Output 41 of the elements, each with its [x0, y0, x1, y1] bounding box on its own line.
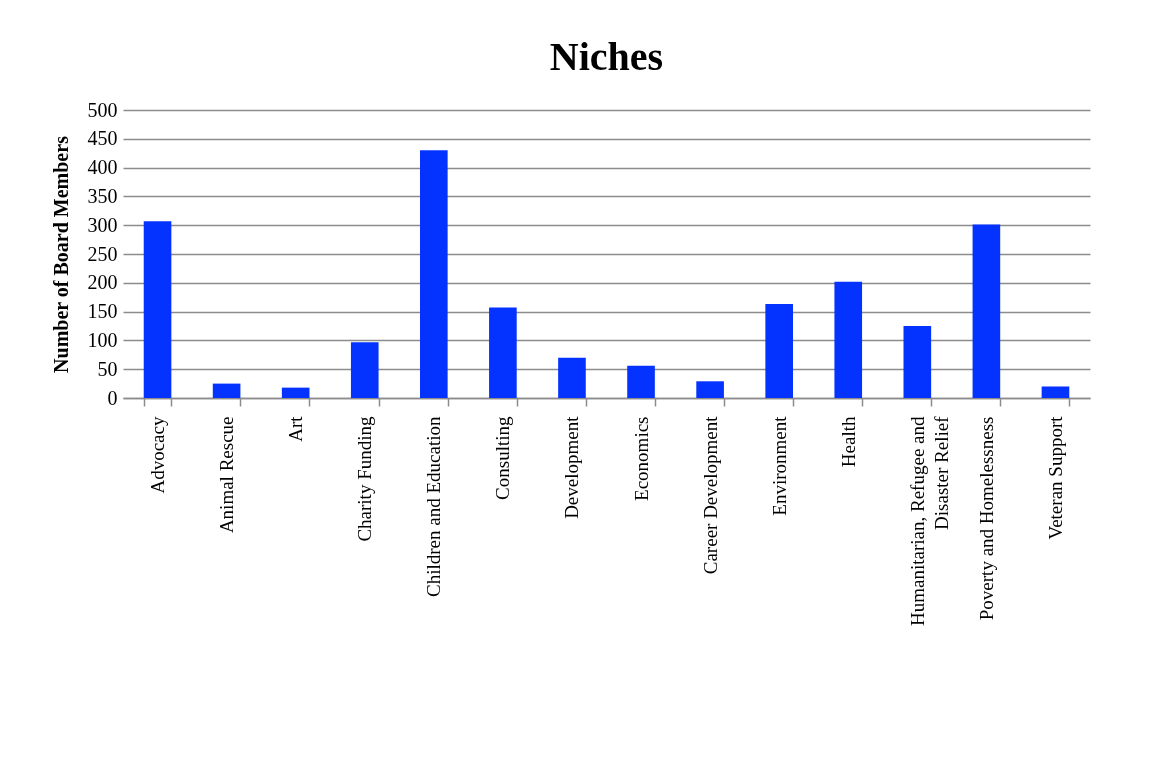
y-tick-label: 300	[87, 213, 118, 236]
y-tick-label: 0	[107, 386, 118, 409]
x-tick-label: Children and Education	[423, 416, 445, 597]
y-axis-title: Number of Board Members	[49, 135, 72, 373]
y-tick-label: 450	[87, 127, 118, 150]
x-tick-label: Charity Funding	[354, 416, 376, 542]
bar	[903, 326, 932, 398]
y-tick-label: 500	[87, 98, 118, 121]
bar	[420, 150, 448, 398]
bar	[558, 357, 586, 398]
x-tick-label: Poverty and Homelessness	[975, 416, 997, 621]
x-tick-label: Career Development	[699, 415, 721, 575]
y-tick-label: 100	[87, 328, 118, 351]
x-tick-label: Environment	[768, 415, 790, 516]
bar	[281, 387, 310, 398]
y-tick-label: 200	[87, 271, 118, 294]
bar	[696, 381, 724, 398]
y-tick-label: 50	[97, 357, 118, 380]
y-tick-label: 400	[87, 156, 118, 179]
bar	[765, 304, 793, 398]
x-tick-label: Art	[285, 415, 307, 442]
bar	[627, 365, 655, 398]
bar	[212, 383, 241, 398]
x-tick-label: Health	[837, 416, 859, 468]
chart-title: Niches	[549, 34, 664, 79]
y-tick-label: 150	[87, 300, 118, 323]
x-tick-label: Consulting	[492, 416, 514, 500]
x-tick-label: Veteran Support	[1044, 415, 1066, 540]
bar	[489, 307, 517, 398]
x-tick-label: Humanitarian, Refugee and Disaster Relief	[906, 415, 952, 626]
x-tick-label: Development	[561, 415, 583, 519]
x-tick-label: Advocacy	[147, 416, 169, 494]
bar	[972, 224, 1001, 398]
y-tick-label: 250	[87, 242, 118, 265]
bar	[834, 281, 863, 398]
bar	[1041, 386, 1070, 398]
x-tick-label: Animal Rescue	[216, 416, 238, 534]
bar	[143, 221, 172, 398]
bar	[350, 342, 379, 398]
y-tick-label: 350	[87, 184, 118, 207]
x-tick-label: Economics	[630, 416, 652, 501]
